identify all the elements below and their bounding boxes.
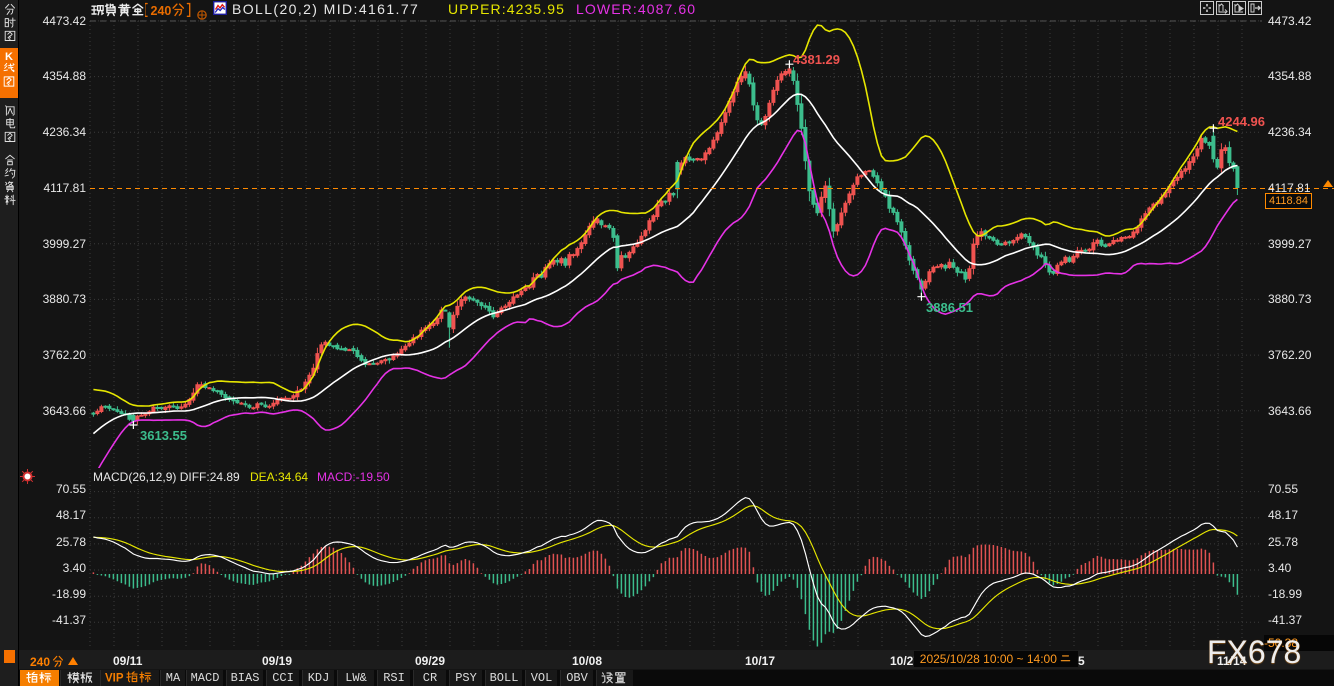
svg-text:K: K [5,51,13,63]
svg-text:240: 240 [151,4,172,18]
svg-text:VIP: VIP [105,673,124,685]
